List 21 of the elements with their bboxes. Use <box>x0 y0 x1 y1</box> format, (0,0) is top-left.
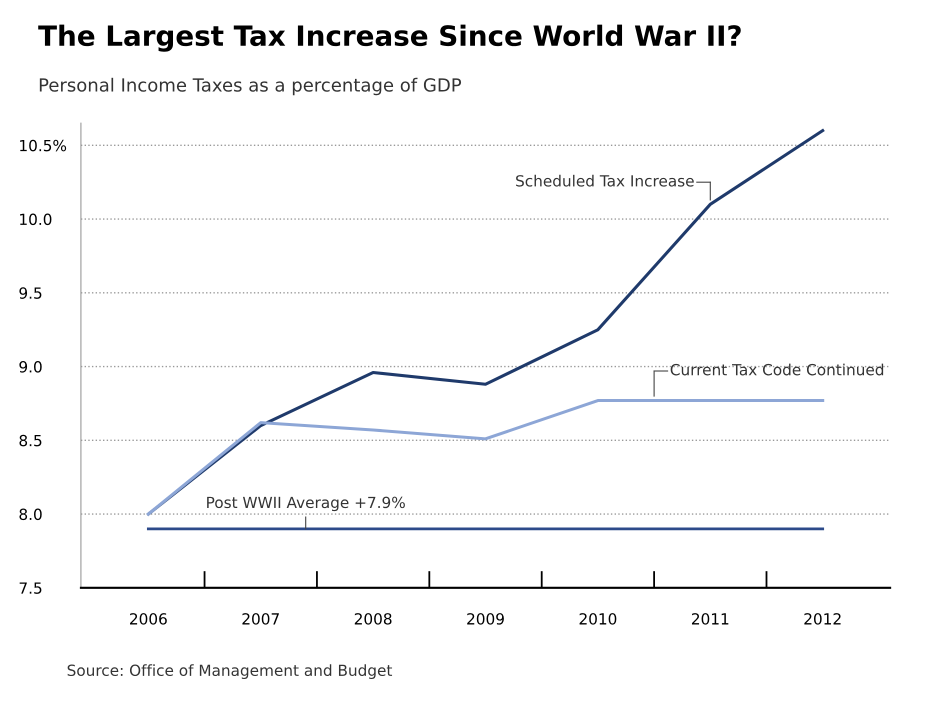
y-tick-label: 9.0 <box>19 361 42 373</box>
x-tick-label: 2008 <box>354 613 392 625</box>
y-tick-label: 7.5 <box>20 582 42 594</box>
y-tick-label: 9.5 <box>19 287 42 299</box>
x-tick-label: 2012 <box>804 613 841 625</box>
x-tick-label: 2006 <box>130 613 167 625</box>
x-tick-label: 2007 <box>242 613 279 625</box>
source-note: Source: Office of Management and Budget <box>68 664 392 680</box>
y-tick-label: 8.0 <box>19 508 42 520</box>
line-series <box>146 398 824 516</box>
ref-line-label: Post WWII Average +7.9% <box>207 496 405 512</box>
chart-title: The Largest Tax Increase Since World War II? <box>38 24 741 52</box>
x-tick-label: 2010 <box>580 613 616 625</box>
y-tick-label: 8.5 <box>19 434 42 446</box>
x-tick-label: 2011 <box>692 613 728 625</box>
x-tick-label: 2009 <box>467 613 504 625</box>
series-label: Current Tax Code Continued <box>670 364 884 376</box>
series-label: Scheduled Tax Increase <box>516 174 694 187</box>
chart-subtitle: Personal Income Taxes as a percentage of GDP <box>40 78 462 96</box>
y-tick-label: 10.5% <box>20 140 66 152</box>
y-tick-label: 10.0 <box>20 214 52 226</box>
